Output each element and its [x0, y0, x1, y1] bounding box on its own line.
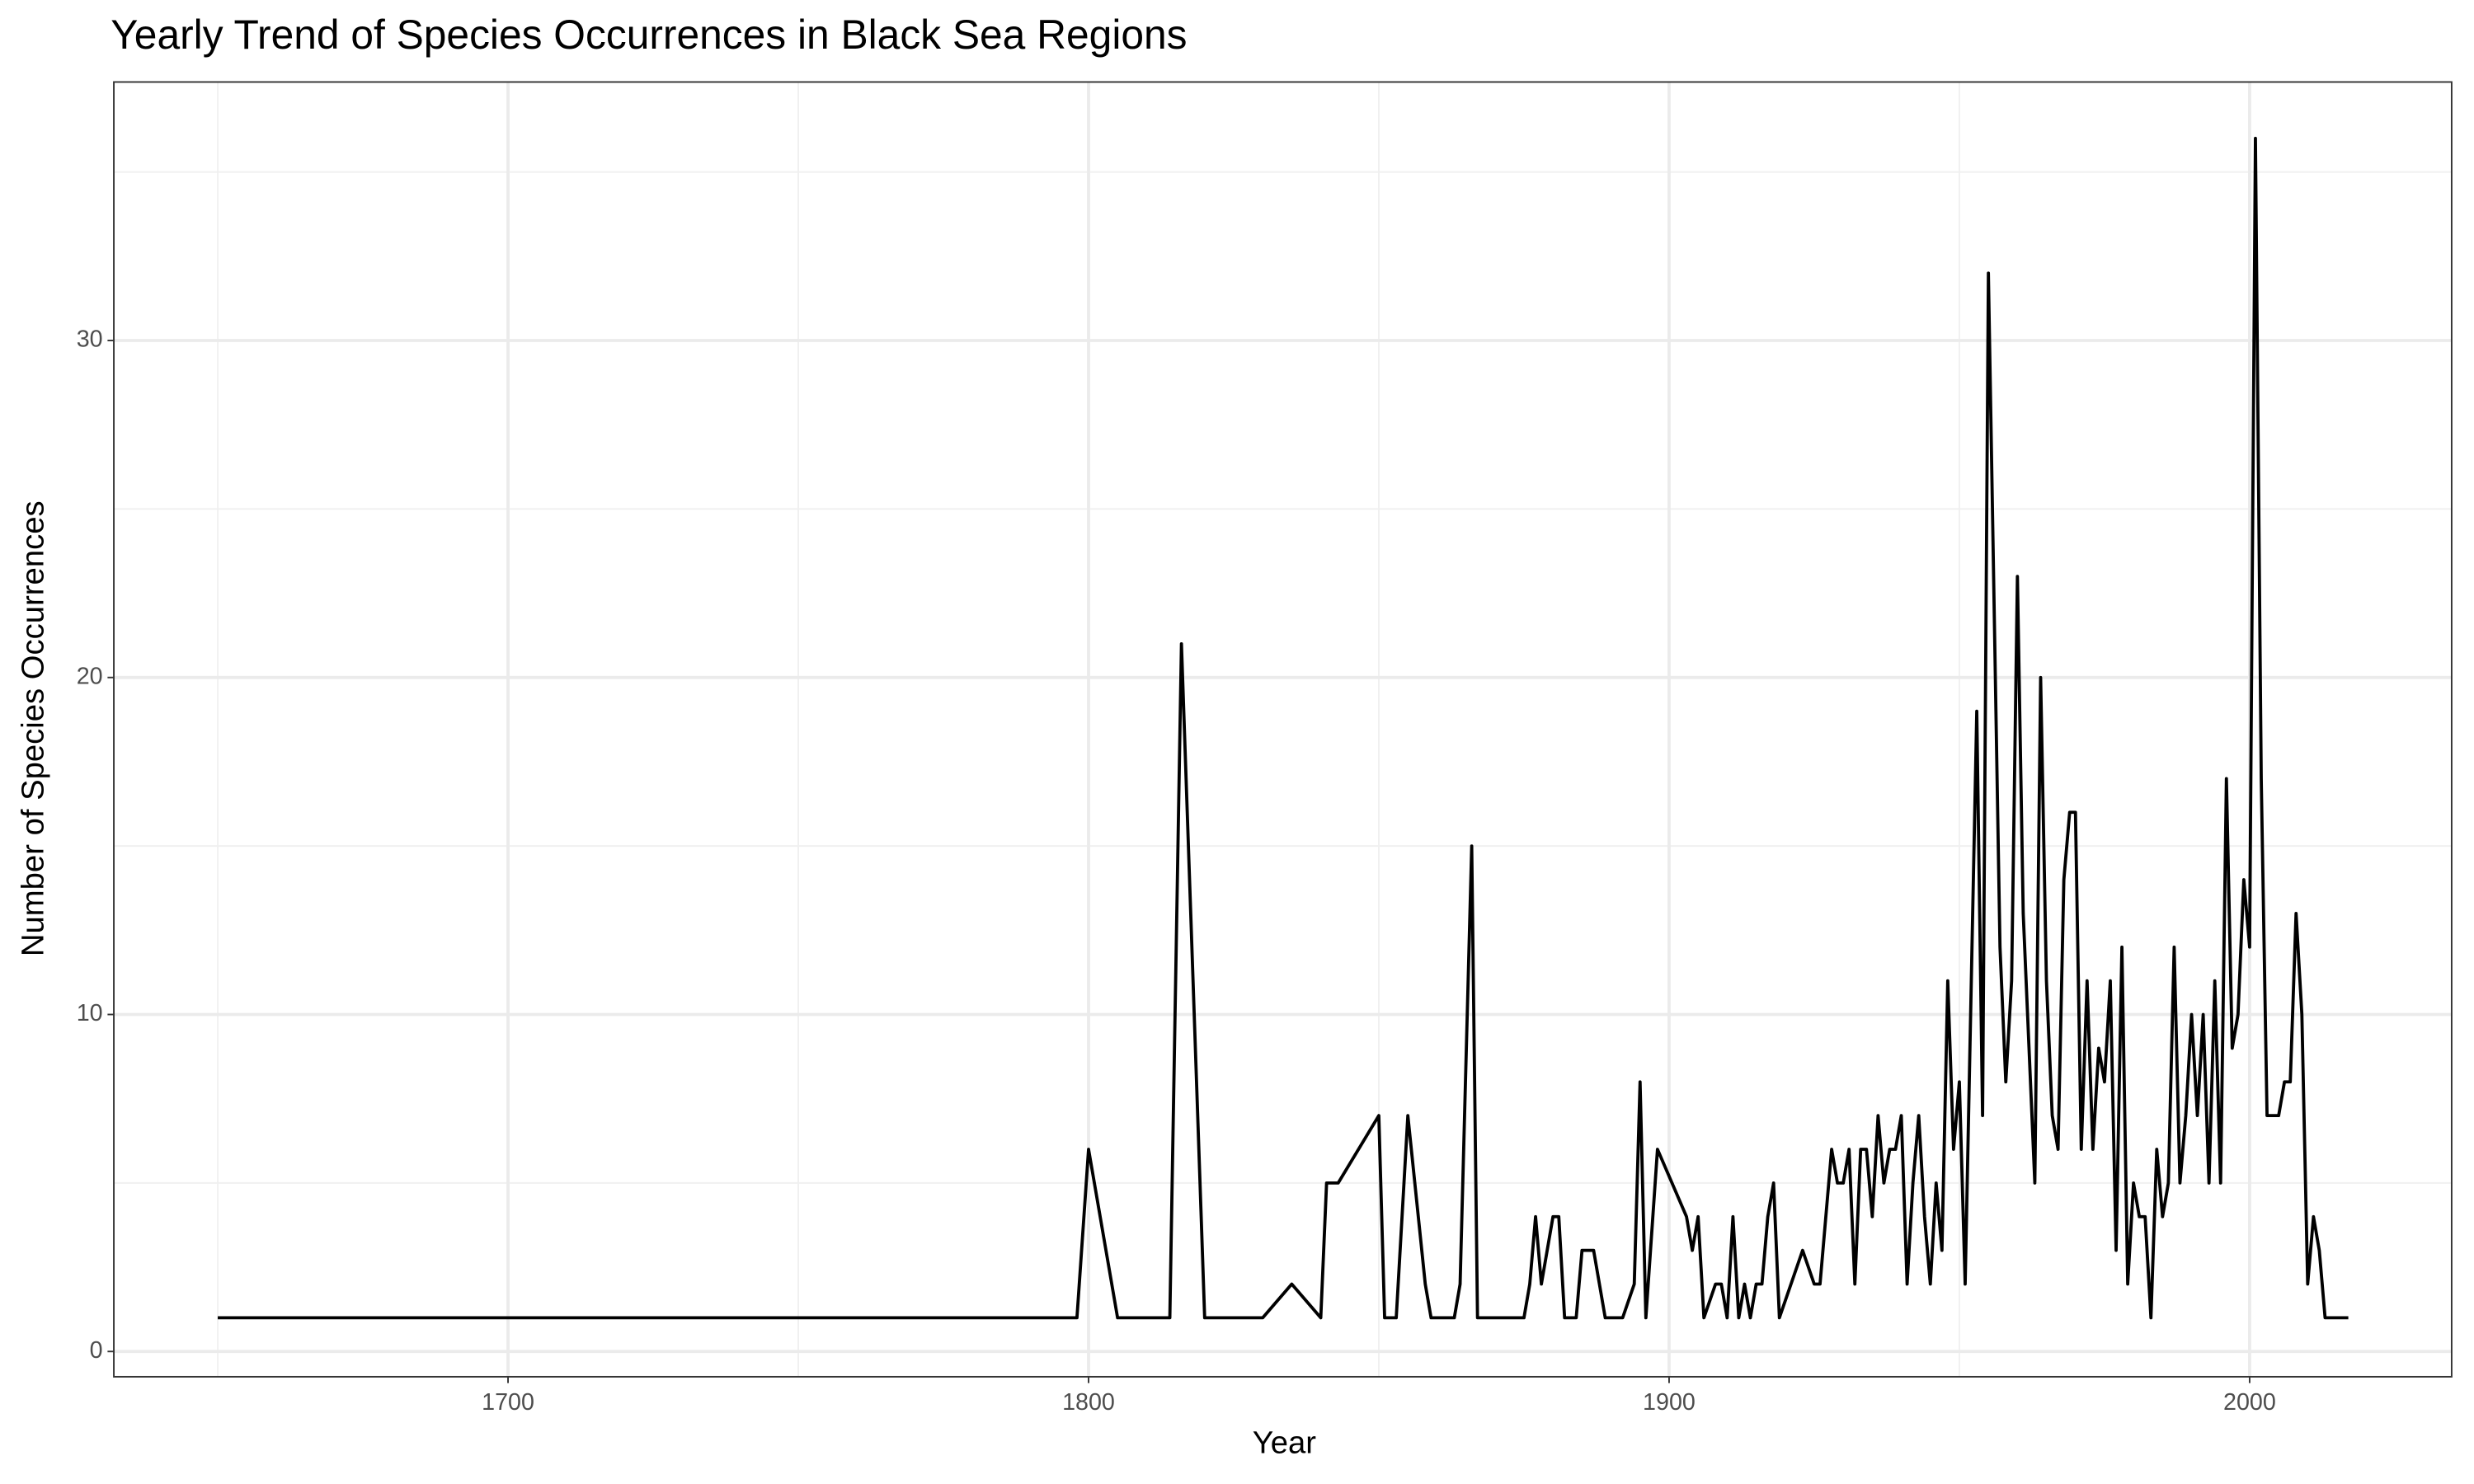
x-tick-label: 1900 [1643, 1389, 1696, 1416]
y-tick-label: 20 [77, 663, 103, 689]
x-axis-label: Year [1253, 1425, 1317, 1460]
plot-border [113, 81, 2453, 1378]
x-tick-label: 1800 [1062, 1389, 1115, 1416]
chart-title: Yearly Trend of Species Occurrences in B… [111, 12, 1187, 58]
x-tick-label: 2000 [2223, 1389, 2276, 1416]
y-tick-label: 10 [77, 1000, 103, 1026]
y-tick-label: 0 [90, 1337, 103, 1364]
y-axis-label: Number of Species Occurrences [16, 500, 51, 956]
line-series [218, 136, 2349, 1320]
y-tick-label: 30 [77, 326, 103, 353]
x-tick-label: 1700 [482, 1389, 534, 1416]
